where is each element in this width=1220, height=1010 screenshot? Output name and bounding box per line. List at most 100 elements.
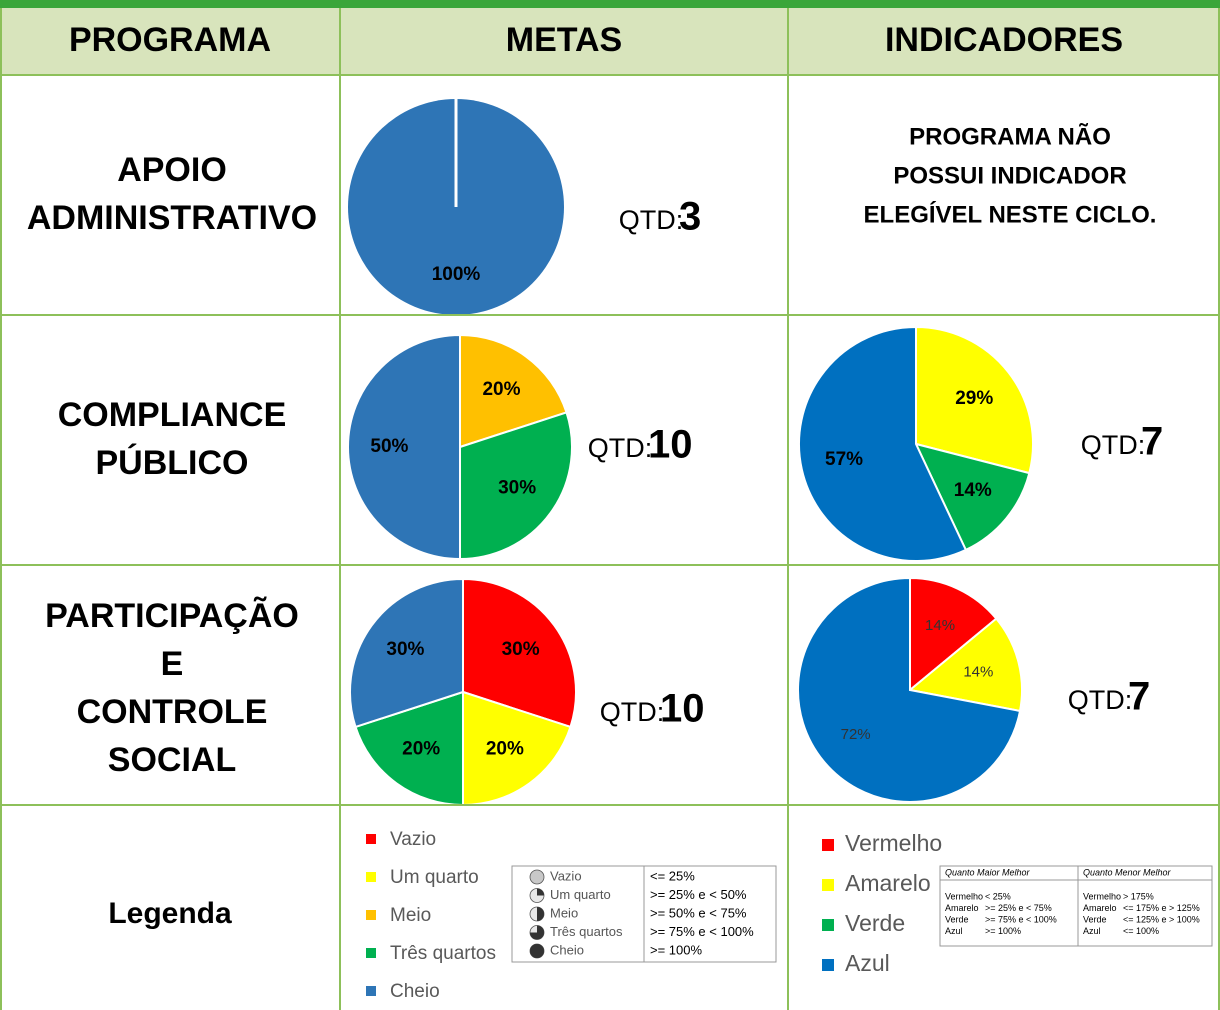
column-header: METAS xyxy=(506,21,622,59)
legend-table-cell: >= 75% e < 100% xyxy=(985,914,1057,924)
pie-slice xyxy=(915,325,1034,475)
qtd-value: 10 xyxy=(648,423,693,467)
legend-table-header: Quanto Menor Melhor xyxy=(1083,867,1172,877)
program-name: ADMINISTRATIVO xyxy=(27,199,317,237)
level-icon-fill xyxy=(530,925,544,940)
legend-table-cell: Azul xyxy=(1083,926,1101,936)
legend-swatch xyxy=(822,919,834,931)
program-name: E xyxy=(161,645,184,683)
pie-slice xyxy=(462,577,577,729)
program-name: PÚBLICO xyxy=(96,444,249,482)
slice-label: 20% xyxy=(402,739,440,760)
legend-table-cell: Amarelo xyxy=(1083,903,1117,913)
program-name: SOCIAL xyxy=(108,741,236,779)
legend-table xyxy=(939,865,1213,947)
program-name: PARTICIPAÇÃO xyxy=(45,597,299,635)
legend-table-cell: Vazio xyxy=(550,868,582,883)
legend-label: Amarelo xyxy=(845,870,931,896)
slice-label: 14% xyxy=(954,480,992,501)
column-header: INDICADORES xyxy=(885,21,1123,59)
legend-swatch xyxy=(366,948,376,958)
slice-label: 29% xyxy=(955,388,993,409)
level-icon-fill xyxy=(537,907,544,921)
legend-swatch xyxy=(822,839,834,851)
pie-slice xyxy=(907,617,1023,713)
slice-label: 20% xyxy=(486,739,524,760)
pie-slice xyxy=(347,333,461,561)
legend-label: Verde xyxy=(845,910,905,936)
qtd-label: QTD: xyxy=(600,697,665,727)
slice-label: 50% xyxy=(370,436,408,457)
top-band xyxy=(0,0,1220,8)
slice-label: 14% xyxy=(925,617,955,634)
legend-label: Vermelho xyxy=(845,830,942,856)
level-icon-fill xyxy=(530,944,544,958)
qtd-value: 7 xyxy=(1141,420,1163,464)
program-name: COMPLIANCE xyxy=(58,396,287,434)
legend-table-cell: Verde xyxy=(1083,914,1107,924)
legend-table-cell: Meio xyxy=(550,905,578,920)
pie-slice xyxy=(459,333,568,449)
legend-table-cell: Um quarto xyxy=(550,887,611,902)
slice-label: 20% xyxy=(482,379,520,400)
qtd-label: QTD: xyxy=(619,205,684,235)
header-bg xyxy=(0,8,1220,75)
qtd-label: QTD: xyxy=(1081,430,1146,460)
legend-swatch xyxy=(822,959,834,971)
qtd-label: QTD: xyxy=(1068,685,1133,715)
indicator-note: PROGRAMA NÃO xyxy=(909,122,1111,150)
legend-label: Azul xyxy=(845,950,890,976)
legend-table-cell: Verde xyxy=(945,914,969,924)
slice-label: 100% xyxy=(432,264,481,285)
legend-label: Três quartos xyxy=(390,943,496,964)
pie-slice xyxy=(459,411,573,561)
pie-slice xyxy=(349,577,464,729)
qtd-label: QTD: xyxy=(588,433,653,463)
legend-swatch xyxy=(366,872,376,882)
legend-table-cell: Três quartos xyxy=(550,924,623,939)
legend-table-cell: Cheio xyxy=(550,942,584,957)
pie-slice xyxy=(797,576,1022,803)
legend-swatch xyxy=(822,879,834,891)
indicator-note: ELEGÍVEL NESTE CICLO. xyxy=(864,200,1157,228)
legend-table-cell: >= 100% xyxy=(985,926,1021,936)
legend-table-cell: >= 75% e < 100% xyxy=(650,924,754,939)
legend-label: Um quarto xyxy=(390,867,479,888)
slice-label: 30% xyxy=(386,639,424,660)
legend-table-cell: < 25% xyxy=(985,891,1011,901)
legend-table-cell: <= 25% xyxy=(650,868,695,883)
legend-table-cell: >= 25% e < 50% xyxy=(650,887,747,902)
program-name: APOIO xyxy=(117,151,227,189)
legend-table-cell: <= 175% e > 125% xyxy=(1123,903,1200,913)
legend-table-cell: Azul xyxy=(945,926,963,936)
legend-label: Cheio xyxy=(390,981,440,1002)
level-icon xyxy=(529,869,545,885)
legend-table-cell: <= 100% xyxy=(1123,926,1159,936)
legend-table-cell: > 175% xyxy=(1123,891,1154,901)
slice-label: 72% xyxy=(841,726,871,743)
legend-title: Legenda xyxy=(108,897,232,930)
legend-swatch xyxy=(366,834,376,844)
slice-label: 14% xyxy=(963,663,993,680)
pie-slice xyxy=(914,442,1031,552)
legend-label: Meio xyxy=(390,905,431,926)
legend-table-cell: >= 50% e < 75% xyxy=(650,905,747,920)
legend-table-cell: Vermelho xyxy=(1083,891,1121,901)
legend-table-cell: Amarelo xyxy=(945,903,979,913)
column-header: PROGRAMA xyxy=(69,21,271,59)
legend-swatch xyxy=(366,986,376,996)
legend-table-cell: >= 100% xyxy=(650,942,702,957)
qtd-value: 7 xyxy=(1128,675,1150,719)
legend-table-cell: Vermelho xyxy=(945,891,983,901)
legend-swatch xyxy=(366,910,376,920)
slice-label: 30% xyxy=(498,477,536,498)
legend-label: Vazio xyxy=(390,829,436,850)
slice-label: 30% xyxy=(502,639,540,660)
pie-slice xyxy=(909,576,998,693)
level-icon-fill xyxy=(537,888,544,896)
pie-slice xyxy=(798,325,968,562)
legend-table-cell: >= 25% e < 75% xyxy=(985,903,1052,913)
qtd-value: 10 xyxy=(660,687,705,731)
indicator-note: POSSUI INDICADOR xyxy=(893,162,1126,189)
